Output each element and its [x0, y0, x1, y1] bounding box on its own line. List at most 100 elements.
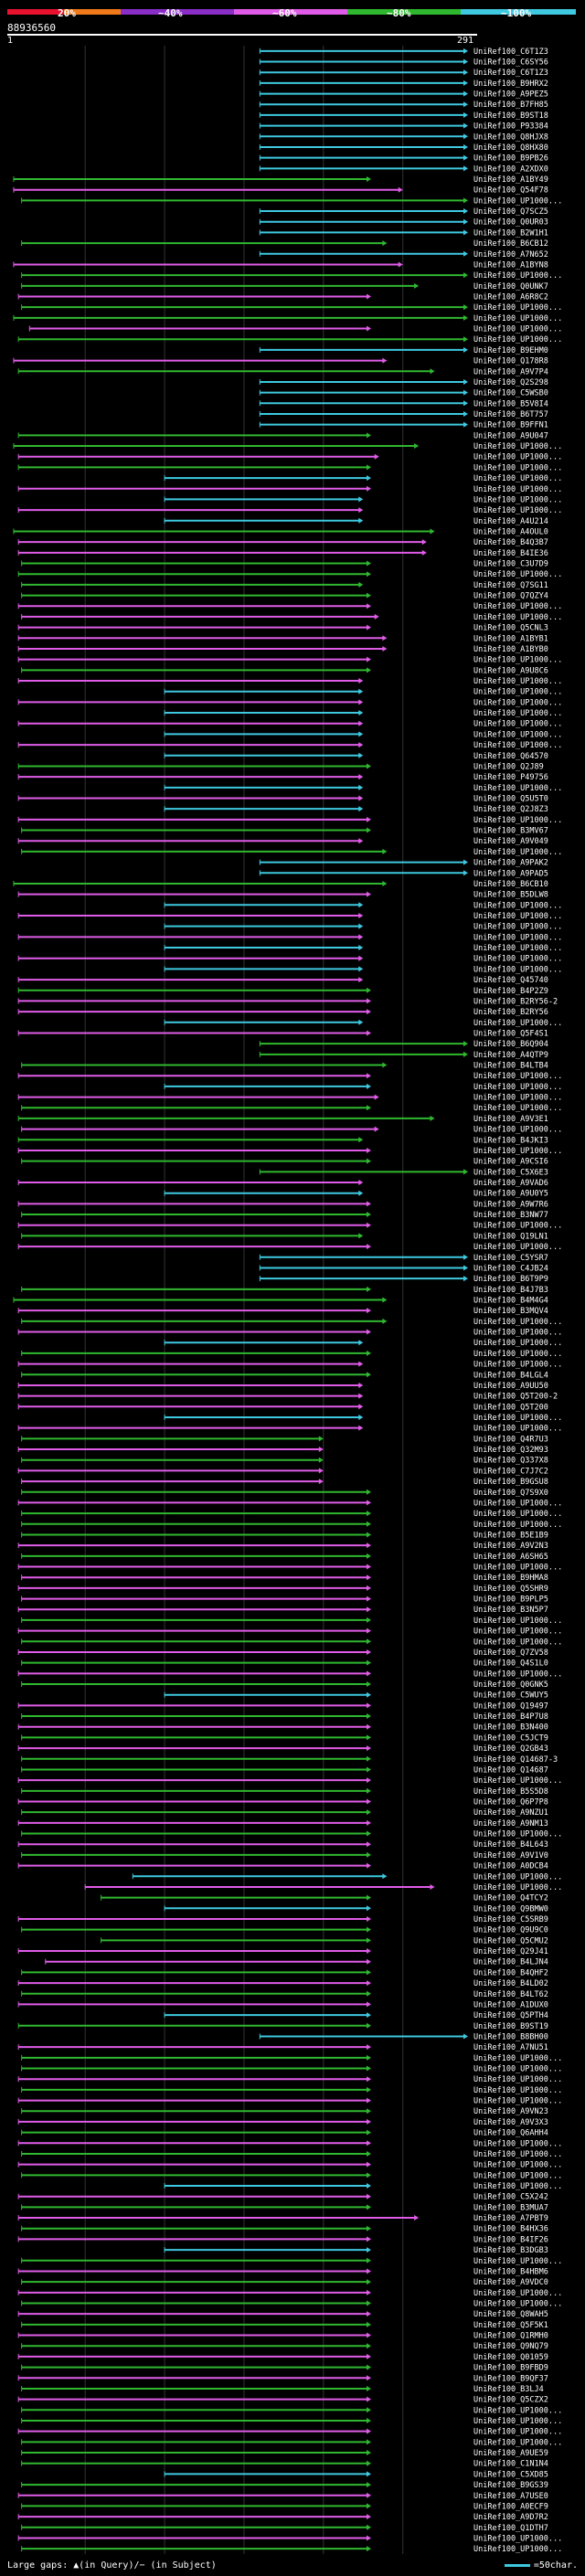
hit-label[interactable]: UniRef100_A9U0Y5 — [473, 1190, 548, 1199]
hit-label[interactable]: UniRef100_Q9NQ79 — [473, 2342, 548, 2351]
hit-label[interactable]: UniRef100_UP1000... — [473, 2545, 562, 2554]
hit-label[interactable]: UniRef100_B9HMA8 — [473, 1574, 548, 1583]
hit-label[interactable]: UniRef100_UP1000... — [473, 196, 562, 206]
hit-label[interactable]: UniRef100_UP1000... — [473, 965, 562, 974]
hit-label[interactable]: UniRef100_UP1000... — [473, 1414, 562, 1423]
hit-label[interactable]: UniRef100_B5DLW8 — [473, 891, 548, 900]
hit-label[interactable]: UniRef100_UP1000... — [473, 1872, 562, 1882]
hit-label[interactable]: UniRef100_B4HX36 — [473, 2225, 548, 2234]
hit-label[interactable]: UniRef100_UP1000... — [473, 955, 562, 964]
hit-label[interactable]: UniRef100_A9D7R2 — [473, 2513, 548, 2522]
hit-label[interactable]: UniRef100_A9V3E1 — [473, 1115, 548, 1124]
hit-label[interactable]: UniRef100_B4M4G4 — [473, 1297, 548, 1306]
hit-label[interactable]: UniRef100_C5WUY5 — [473, 1691, 548, 1701]
hit-label[interactable]: UniRef100_UP1000... — [473, 2171, 562, 2180]
hit-label[interactable]: UniRef100_Q7ZV58 — [473, 1648, 548, 1658]
hit-label[interactable]: UniRef100_Q8HX80 — [473, 143, 548, 153]
hit-label[interactable]: UniRef100_UP1000... — [473, 303, 562, 313]
hit-label[interactable]: UniRef100_Q1DTH7 — [473, 2524, 548, 2533]
hit-label[interactable]: UniRef100_UP1000... — [473, 2065, 562, 2074]
hit-label[interactable]: UniRef100_UP1000... — [473, 442, 562, 451]
hit-label[interactable]: UniRef100_B4LJN4 — [473, 1958, 548, 1967]
hit-label[interactable]: UniRef100_C5SRB9 — [473, 1915, 548, 1924]
hit-label[interactable]: UniRef100_Q2J8Z3 — [473, 805, 548, 814]
hit-label[interactable]: UniRef100_Q1RMH0 — [473, 2332, 548, 2341]
hit-label[interactable]: UniRef100_UP1000... — [473, 271, 562, 281]
hit-label[interactable]: UniRef100_UP1000... — [473, 570, 562, 579]
hit-label[interactable]: UniRef100_A6SH65 — [473, 1553, 548, 1562]
hit-label[interactable]: UniRef100_A9VDC0 — [473, 2278, 548, 2287]
hit-label[interactable]: UniRef100_UP1000... — [473, 720, 562, 729]
hit-label[interactable]: UniRef100_B3DGB3 — [473, 2246, 548, 2255]
hit-label[interactable]: UniRef100_A9PAD5 — [473, 869, 548, 878]
hit-label[interactable]: UniRef100_UP1000... — [473, 816, 562, 825]
hit-label[interactable]: UniRef100_A7NU51 — [473, 2043, 548, 2052]
hit-label[interactable]: UniRef100_A9VN23 — [473, 2107, 548, 2116]
hit-label[interactable]: UniRef100_B3NW77 — [473, 1211, 548, 1220]
hit-label[interactable]: UniRef100_UP1000... — [473, 1670, 562, 1679]
hit-label[interactable]: UniRef100_B2W1H1 — [473, 228, 548, 238]
hit-label[interactable]: UniRef100_A1BYN8 — [473, 260, 548, 270]
hit-label[interactable]: UniRef100_C7J7C2 — [473, 1467, 548, 1476]
hit-label[interactable]: UniRef100_UP1000... — [473, 1361, 562, 1370]
hit-label[interactable]: UniRef100_UP1000... — [473, 2086, 562, 2095]
hit-label[interactable]: UniRef100_Q54F78 — [473, 186, 548, 196]
hit-label[interactable]: UniRef100_Q5CZX2 — [473, 2396, 548, 2405]
hit-label[interactable]: UniRef100_UP1000... — [473, 901, 562, 910]
hit-label[interactable]: UniRef100_A9V3X3 — [473, 2118, 548, 2127]
hit-label[interactable]: UniRef100_Q178R8 — [473, 357, 548, 366]
hit-label[interactable]: UniRef100_UP1000... — [473, 1222, 562, 1231]
hit-label[interactable]: UniRef100_A9UE59 — [473, 2449, 548, 2458]
hit-label[interactable]: UniRef100_UP1000... — [473, 2406, 562, 2415]
hit-label[interactable]: UniRef100_B4LGL4 — [473, 1371, 548, 1380]
hit-label[interactable]: UniRef100_A9VAD6 — [473, 1179, 548, 1188]
hit-label[interactable]: UniRef100_B3N400 — [473, 1723, 548, 1733]
hit-label[interactable]: UniRef100_B2RY56-2 — [473, 997, 558, 1006]
hit-label[interactable]: UniRef100_A9PEZ5 — [473, 90, 548, 100]
hit-label[interactable]: UniRef100_B4L643 — [473, 1840, 548, 1850]
hit-label[interactable]: UniRef100_A1BY49 — [473, 175, 548, 185]
hit-label[interactable]: UniRef100_Q337X8 — [473, 1457, 548, 1466]
hit-label[interactable]: UniRef100_UP1000... — [473, 1094, 562, 1103]
hit-label[interactable]: UniRef100_A0ECF9 — [473, 2502, 548, 2511]
hit-label[interactable]: UniRef100_UP1000... — [473, 1318, 562, 1327]
hit-label[interactable]: UniRef100_A9UU50 — [473, 1382, 548, 1391]
hit-label[interactable]: UniRef100_UP1000... — [473, 613, 562, 622]
hit-label[interactable]: UniRef100_Q4TCY2 — [473, 1894, 548, 1903]
hit-label[interactable]: UniRef100_C5YSR7 — [473, 1254, 548, 1263]
hit-label[interactable]: UniRef100_UP1000... — [473, 709, 562, 718]
hit-label[interactable]: UniRef100_Q2GB43 — [473, 1744, 548, 1754]
hit-label[interactable]: UniRef100_UP1000... — [473, 2300, 562, 2309]
hit-label[interactable]: UniRef100_C6SY56 — [473, 58, 548, 68]
hit-label[interactable]: UniRef100_UP1000... — [473, 2075, 562, 2084]
hit-label[interactable]: UniRef100_B6T757 — [473, 410, 548, 419]
hit-label[interactable]: UniRef100_UP1000... — [473, 677, 562, 686]
hit-label[interactable]: UniRef100_Q7SG11 — [473, 581, 548, 590]
hit-label[interactable]: UniRef100_UP1000... — [473, 741, 562, 750]
hit-label[interactable]: UniRef100_UP1000... — [473, 933, 562, 942]
hit-label[interactable]: UniRef100_UP1000... — [473, 2289, 562, 2298]
hit-label[interactable]: UniRef100_Q5CMU2 — [473, 1936, 548, 1945]
hit-label[interactable]: UniRef100_UP1000... — [473, 2139, 562, 2148]
hit-label[interactable]: UniRef100_UP1000... — [473, 2417, 562, 2426]
hit-label[interactable]: UniRef100_B4HBM6 — [473, 2267, 548, 2276]
hit-label[interactable]: UniRef100_A9NZU1 — [473, 1808, 548, 1818]
hit-label[interactable]: UniRef100_UP1000... — [473, 2257, 562, 2266]
hit-label[interactable]: UniRef100_Q0UR03 — [473, 218, 548, 228]
hit-label[interactable]: UniRef100_A9V7P4 — [473, 367, 548, 376]
hit-label[interactable]: UniRef100_Q32M93 — [473, 1446, 548, 1455]
hit-label[interactable]: UniRef100_B9PB26 — [473, 154, 548, 164]
hit-label[interactable]: UniRef100_UP1000... — [473, 335, 562, 345]
hit-label[interactable]: UniRef100_UP1000... — [473, 1883, 562, 1892]
hit-label[interactable]: UniRef100_Q14687-3 — [473, 1755, 558, 1765]
hit-label[interactable]: UniRef100_UP1000... — [473, 506, 562, 515]
hit-label[interactable]: UniRef100_UP1000... — [473, 1019, 562, 1028]
hit-label[interactable]: UniRef100_UP1000... — [473, 1072, 562, 1081]
hit-label[interactable]: UniRef100_B4IE36 — [473, 549, 548, 558]
hit-label[interactable]: UniRef100_UP1000... — [473, 2428, 562, 2437]
hit-label[interactable]: UniRef100_Q5CNL3 — [473, 624, 548, 633]
hit-label[interactable]: UniRef100_B9QF37 — [473, 2374, 548, 2383]
hit-label[interactable]: UniRef100_B4P2Z9 — [473, 987, 548, 996]
hit-label[interactable]: UniRef100_B9ST18 — [473, 111, 548, 121]
hit-label[interactable]: UniRef100_B9FBD9 — [473, 2364, 548, 2373]
